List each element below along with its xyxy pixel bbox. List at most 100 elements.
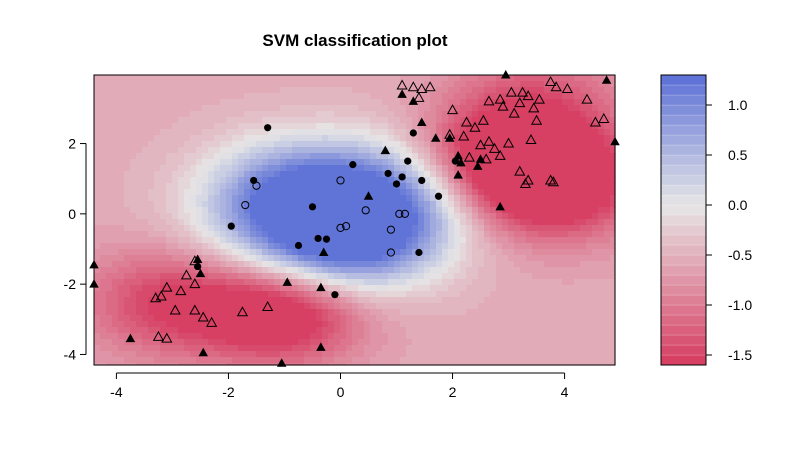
- surface-cell: [520, 333, 527, 340]
- surface-cell: [220, 303, 227, 310]
- surface-cell: [370, 195, 377, 202]
- surface-cell: [526, 171, 533, 178]
- surface-cell: [604, 111, 611, 118]
- surface-cell: [184, 135, 191, 142]
- surface-cell: [286, 231, 293, 238]
- surface-cell: [100, 357, 107, 364]
- surface-cell: [460, 351, 467, 358]
- surface-cell: [274, 195, 281, 202]
- surface-cell: [136, 93, 143, 100]
- surface-cell: [232, 75, 239, 82]
- surface-cell: [484, 357, 491, 364]
- surface-cell: [544, 129, 551, 136]
- surface-cell: [190, 189, 197, 196]
- surface-cell: [154, 93, 161, 100]
- surface-cell: [166, 255, 173, 262]
- colorbar-level: [660, 134, 707, 146]
- surface-cell: [478, 351, 485, 358]
- surface-cell: [130, 177, 137, 184]
- surface-cell: [454, 129, 461, 136]
- surface-cell: [466, 285, 473, 292]
- surface-cell: [592, 75, 599, 82]
- surface-cell: [334, 321, 341, 328]
- surface-cell: [328, 195, 335, 202]
- surface-cell: [250, 249, 257, 256]
- surface-cell: [484, 159, 491, 166]
- surface-cell: [256, 345, 263, 352]
- surface-cell: [184, 285, 191, 292]
- surface-cell: [376, 195, 383, 202]
- surface-cell: [94, 147, 101, 154]
- surface-cell: [358, 231, 365, 238]
- surface-cell: [112, 285, 119, 292]
- surface-cell: [514, 81, 521, 88]
- surface-cell: [322, 183, 329, 190]
- surface-cell: [310, 177, 317, 184]
- surface-cell: [268, 315, 275, 322]
- surface-cell: [466, 195, 473, 202]
- surface-cell: [610, 315, 616, 322]
- surface-cell: [490, 291, 497, 298]
- surface-cell: [136, 273, 143, 280]
- surface-cell: [328, 237, 335, 244]
- surface-cell: [406, 219, 413, 226]
- surface-cell: [430, 81, 437, 88]
- surface-cell: [130, 159, 137, 166]
- surface-cell: [316, 105, 323, 112]
- surface-cell: [442, 291, 449, 298]
- surface-cell: [508, 225, 515, 232]
- surface-cell: [244, 315, 251, 322]
- surface-cell: [274, 93, 281, 100]
- surface-cell: [376, 147, 383, 154]
- surface-cell: [424, 201, 431, 208]
- surface-cell: [598, 345, 605, 352]
- surface-cell: [196, 345, 203, 352]
- surface-cell: [550, 135, 557, 142]
- surface-cell: [520, 261, 527, 268]
- surface-cell: [322, 189, 329, 196]
- surface-cell: [550, 345, 557, 352]
- surface-cell: [292, 321, 299, 328]
- surface-cell: [592, 327, 599, 334]
- surface-cell: [514, 177, 521, 184]
- surface-cell: [202, 273, 209, 280]
- surface-cell: [166, 93, 173, 100]
- surface-cell: [178, 303, 185, 310]
- surface-cell: [376, 141, 383, 148]
- surface-cell: [418, 363, 425, 366]
- surface-cell: [370, 351, 377, 358]
- surface-cell: [490, 183, 497, 190]
- surface-cell: [412, 321, 419, 328]
- surface-cell: [118, 285, 125, 292]
- point-open-triangle: [175, 285, 187, 296]
- surface-cell: [172, 213, 179, 220]
- surface-cell: [442, 345, 449, 352]
- surface-cell: [220, 147, 227, 154]
- surface-cell: [328, 189, 335, 196]
- surface-cell: [574, 309, 581, 316]
- surface-cell: [520, 201, 527, 208]
- surface-cell: [508, 105, 515, 112]
- surface-cell: [592, 279, 599, 286]
- surface-cell: [94, 273, 101, 280]
- surface-cell: [100, 255, 107, 262]
- surface-cell: [364, 249, 371, 256]
- surface-cell: [502, 339, 509, 346]
- colorbar-level: [660, 214, 707, 226]
- surface-cell: [310, 213, 317, 220]
- surface-cell: [310, 291, 317, 298]
- surface-cell: [418, 267, 425, 274]
- surface-cell: [142, 363, 149, 366]
- surface-cell: [340, 189, 347, 196]
- surface-cell: [208, 351, 215, 358]
- surface-cell: [364, 261, 371, 268]
- surface-cell: [130, 273, 137, 280]
- surface-cell: [250, 363, 257, 366]
- surface-cell: [130, 111, 137, 118]
- surface-cell: [604, 135, 611, 142]
- surface-cell: [112, 291, 119, 298]
- surface-cell: [454, 279, 461, 286]
- surface-cell: [292, 285, 299, 292]
- surface-cell: [502, 351, 509, 358]
- surface-cell: [394, 267, 401, 274]
